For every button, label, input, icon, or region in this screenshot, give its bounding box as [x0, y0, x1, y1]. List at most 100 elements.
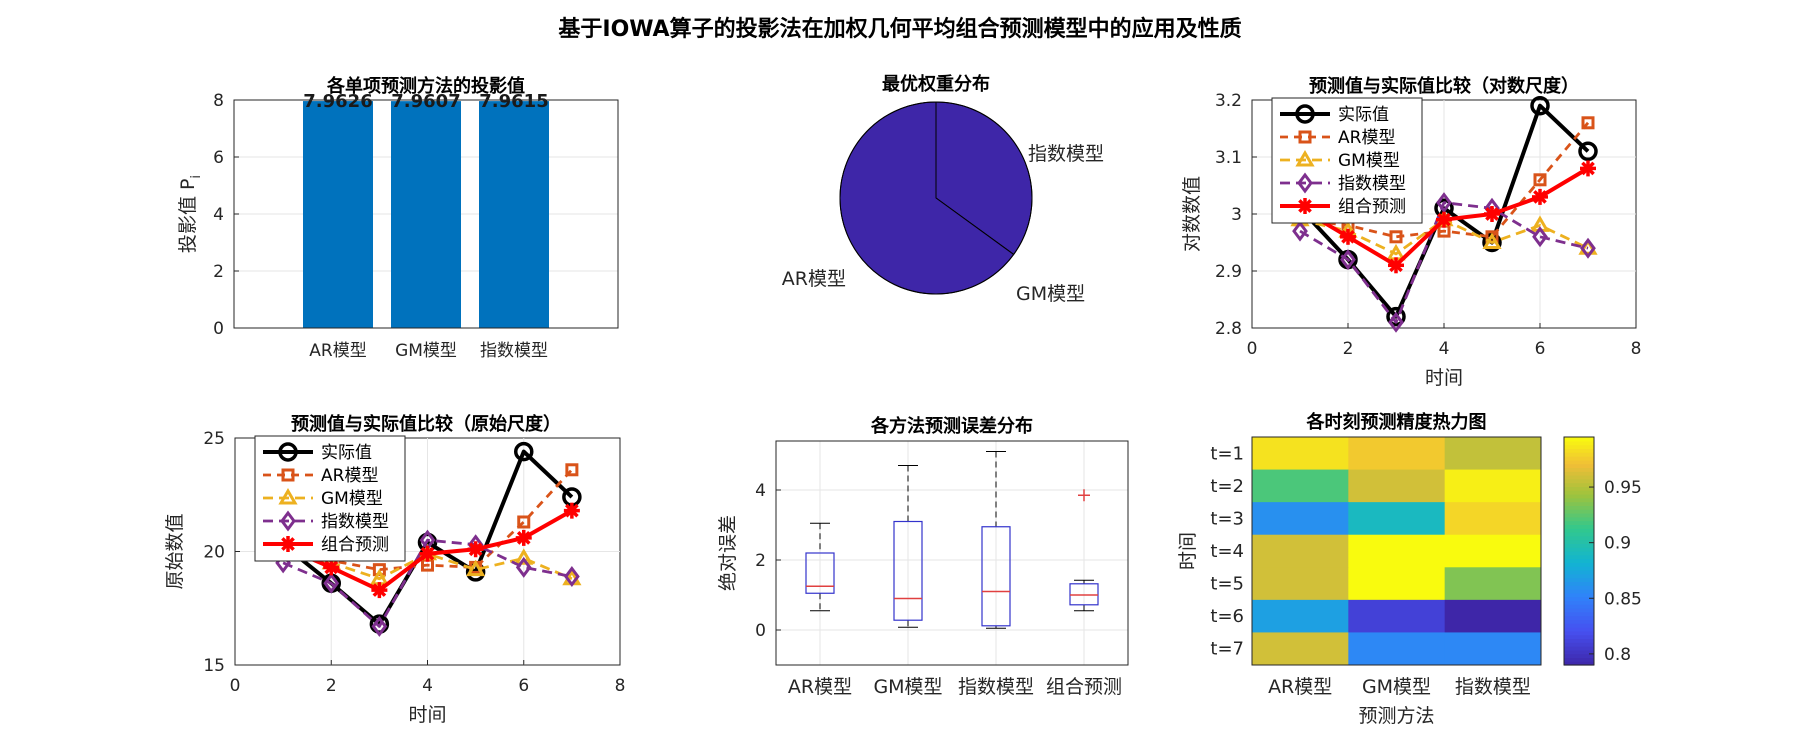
- box-axes-border: [775, 440, 1129, 666]
- x-tick-label: 指数模型: [958, 676, 1034, 698]
- marker-star-stroke: [420, 546, 435, 561]
- colorbar-segment: [1564, 505, 1594, 510]
- y-tick-label: t=6: [1210, 606, 1244, 627]
- x-tick-label: AR模型: [309, 341, 366, 361]
- chart-title: 各单项预测方法的投影值: [326, 75, 525, 97]
- marker-star: [563, 502, 580, 519]
- legend-label: 实际值: [321, 443, 372, 463]
- legend-label: 实际值: [1338, 105, 1389, 125]
- projection-axes-border: [233, 99, 619, 329]
- y-tick-label: t=1: [1210, 443, 1244, 464]
- marker-star-stroke: [324, 560, 339, 575]
- heatmap-cell: [1444, 437, 1542, 471]
- y-tick-label: 4: [213, 205, 224, 225]
- y-axis-label-sub: i: [189, 175, 204, 179]
- y-tick-label: 0: [213, 319, 224, 339]
- colorbar-segment: [1564, 482, 1594, 487]
- bar: [479, 101, 549, 328]
- marker-triangle: [1295, 150, 1315, 167]
- marker-star-stroke: [1341, 229, 1355, 244]
- y-tick-label: 2: [755, 551, 766, 571]
- marker-square: [1533, 173, 1547, 187]
- box-body: [981, 526, 1011, 627]
- heatmap-cell: [1252, 567, 1349, 601]
- marker-star-stroke: [1389, 258, 1403, 273]
- colorbar-segment: [1564, 611, 1594, 617]
- bar: [391, 101, 461, 328]
- heatmap-cell: [1348, 437, 1446, 471]
- x-tick-label: AR模型: [1268, 676, 1332, 698]
- colorbar-segment: [1564, 600, 1594, 605]
- heatmap-cell: [1252, 632, 1349, 666]
- marker-star: [323, 559, 340, 576]
- marker-star: [1580, 160, 1596, 177]
- legend-label: 组合预测: [1338, 197, 1406, 217]
- x-tick-label: 组合预测: [1046, 676, 1122, 698]
- colorbar-segment: [1564, 535, 1594, 541]
- marker-diamond: [564, 565, 580, 587]
- colorbar-segment: [1564, 638, 1594, 643]
- marker-square: [1581, 116, 1595, 130]
- marker-diamond: [1292, 220, 1308, 242]
- colorbar-tick-label: 0.8: [1604, 645, 1631, 665]
- x-tick-label: 2: [326, 676, 337, 696]
- y-tick-label: 2.8: [1215, 319, 1242, 339]
- colorbar-tick-label: 0.85: [1604, 589, 1642, 609]
- marker-star: [1484, 206, 1500, 222]
- colorbar-segment: [1564, 562, 1594, 567]
- y-tick-label: 3.2: [1215, 91, 1242, 111]
- heatmap-cell: [1348, 632, 1446, 666]
- marker-diamond: [1532, 226, 1548, 248]
- colorbar-segment: [1564, 513, 1594, 518]
- marker-circle: [278, 442, 298, 462]
- colorbar-segment: [1564, 627, 1594, 632]
- pie-outline: [839, 101, 1033, 295]
- colorbar-segment: [1564, 551, 1594, 556]
- x-tick-label: 4: [1439, 339, 1450, 359]
- data-label: 7.9607: [391, 91, 460, 112]
- marker-triangle: [278, 488, 298, 505]
- marker-star-stroke: [281, 537, 295, 551]
- y-tick-label: 3.1: [1215, 148, 1242, 168]
- colorbar-segment: [1564, 497, 1594, 503]
- colorbar-border: [1563, 436, 1595, 666]
- colorbar-segment: [1564, 471, 1594, 476]
- x-tick-label: 指数模型: [1455, 676, 1531, 698]
- colorbar-segment: [1564, 649, 1594, 655]
- y-axis-label-main: 投影值 P: [177, 179, 199, 254]
- pie-label: AR模型: [782, 268, 846, 290]
- colorbar-segment: [1564, 532, 1594, 537]
- colorbar-segment: [1564, 596, 1594, 601]
- marker-star-stroke: [1581, 161, 1595, 176]
- marker-square: [1389, 230, 1403, 244]
- colorbar-segment: [1564, 661, 1594, 666]
- y-tick-label: t=7: [1210, 639, 1244, 660]
- heatmap-cell: [1252, 534, 1349, 568]
- marker-diamond: [1340, 249, 1356, 271]
- chart-title: 最优权重分布: [882, 73, 990, 95]
- colorbar-segment: [1564, 444, 1594, 449]
- y-tick-label: t=4: [1210, 541, 1244, 562]
- marker-star: [371, 582, 388, 599]
- colorbar-segment: [1564, 642, 1594, 647]
- marker-square: [517, 515, 531, 529]
- heatmap-cell: [1252, 599, 1349, 633]
- colorbar-segment: [1564, 543, 1594, 548]
- colorbar-segment: [1564, 440, 1594, 446]
- colorbar-segment: [1564, 463, 1594, 468]
- colorbar-segment: [1564, 459, 1594, 465]
- colorbar-segment: [1564, 448, 1594, 453]
- colorbar-segment: [1564, 554, 1594, 560]
- legend-label: GM模型: [1338, 151, 1400, 171]
- y-axis-label: 绝对误差: [717, 515, 739, 591]
- legend-label: 指数模型: [321, 512, 389, 532]
- legend-label: 指数模型: [1338, 174, 1406, 194]
- y-tick-label: 8: [213, 91, 224, 111]
- colorbar-segment: [1564, 478, 1594, 484]
- marker-circle: [1295, 104, 1315, 124]
- x-tick-label: 8: [1631, 339, 1642, 359]
- colorbar-segment: [1564, 589, 1594, 594]
- colorbar-segment: [1564, 501, 1594, 506]
- marker-circle: [1578, 141, 1598, 162]
- colorbar-segment: [1564, 577, 1594, 582]
